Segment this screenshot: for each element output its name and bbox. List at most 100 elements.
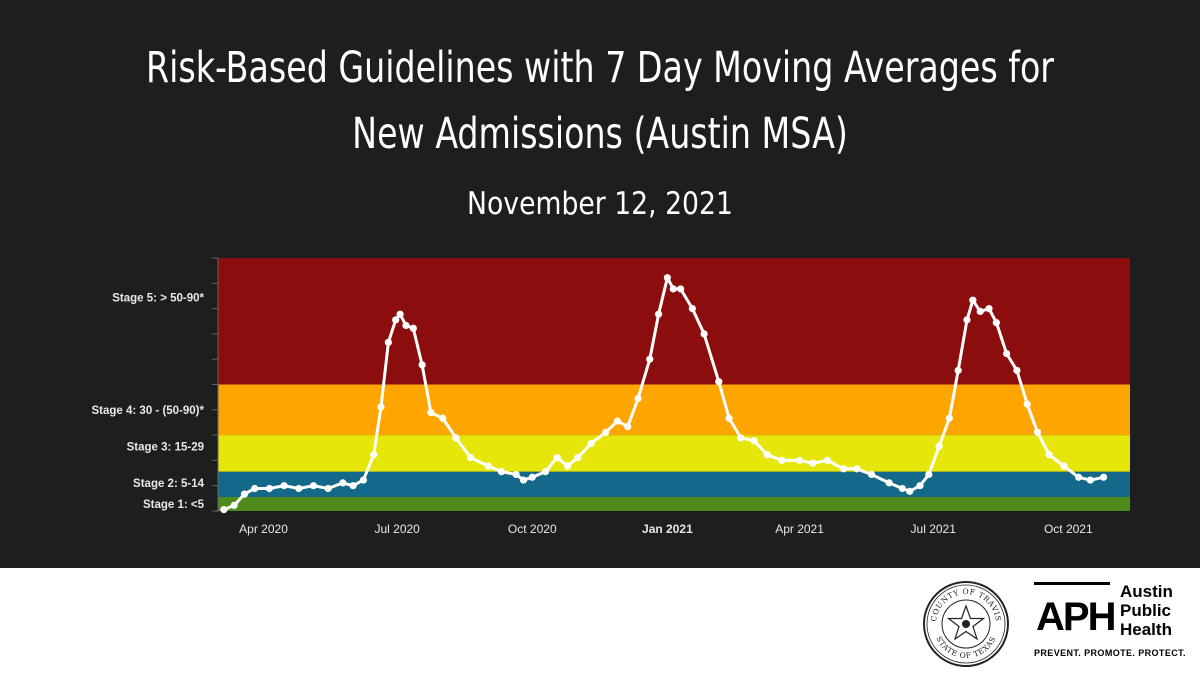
aph-letters: APH	[1036, 595, 1116, 639]
data-point	[295, 484, 303, 493]
data-point	[778, 456, 786, 464]
data-point	[1060, 462, 1068, 470]
data-point	[396, 310, 404, 318]
data-point	[737, 434, 745, 442]
stage-label-1: Stage 1: <5	[143, 499, 205, 511]
x-tick-label: Jul 2020	[374, 522, 420, 536]
data-point	[439, 414, 447, 422]
data-point	[795, 456, 804, 464]
data-point	[945, 414, 953, 422]
data-point	[669, 285, 677, 293]
aph-tagline: PREVENT. PROMOTE. PROTECT.	[1034, 648, 1186, 658]
data-point	[935, 442, 943, 450]
data-point	[251, 484, 259, 493]
logo-footer: COUNTY OF TRAVIS STATE OF TEXAS APH Aust…	[0, 568, 1200, 675]
page-title-line1: Risk-Based Guidelines with 7 Day Moving …	[146, 43, 1054, 93]
data-point	[427, 409, 435, 417]
data-point	[265, 484, 274, 493]
data-point	[563, 462, 572, 470]
data-point	[1045, 451, 1053, 459]
stage-label-3: Stage 3: 15-29	[127, 441, 204, 453]
data-point	[324, 484, 332, 493]
data-point	[763, 451, 771, 459]
data-point	[963, 316, 971, 324]
data-point	[809, 459, 817, 467]
data-point	[700, 330, 708, 338]
data-point	[677, 285, 685, 293]
data-point	[359, 476, 367, 484]
x-tick-label: Apr 2020	[239, 522, 288, 536]
data-point	[452, 434, 460, 442]
data-point	[823, 456, 832, 464]
data-point	[339, 479, 347, 487]
data-point	[906, 487, 914, 495]
data-point	[402, 321, 410, 330]
data-point	[541, 468, 550, 476]
data-point	[885, 479, 893, 487]
stage-label-5: Stage 5: > 50-90*	[112, 292, 204, 304]
data-point	[349, 482, 357, 490]
aph-word-austin: Austin	[1120, 582, 1173, 601]
aph-word-public: Public	[1120, 601, 1172, 620]
x-tick-label: Apr 2021	[775, 522, 824, 536]
data-point	[466, 453, 475, 462]
data-point	[750, 437, 758, 445]
data-point	[392, 316, 400, 324]
x-tick-label: Jan 2021	[642, 522, 693, 536]
data-point	[1033, 428, 1042, 436]
stage-band-1	[218, 496, 1130, 511]
data-point	[553, 453, 561, 462]
data-point	[230, 501, 238, 509]
report-date: November 12, 2021	[467, 186, 733, 222]
aph-logo-mark: APH	[1034, 582, 1116, 645]
data-point	[574, 453, 582, 462]
data-point	[634, 394, 642, 403]
data-point	[418, 361, 426, 369]
data-point	[654, 310, 663, 318]
data-point	[309, 482, 318, 490]
aph-word-health: Health	[1120, 620, 1172, 639]
data-point	[624, 423, 632, 431]
data-point	[519, 476, 528, 484]
data-point	[1099, 473, 1108, 481]
aph-logo: APH Austin Public Health PREVENT. PROMOT…	[1034, 582, 1186, 666]
stage-label-4: Stage 4: 30 - (50-90)*	[92, 405, 205, 417]
data-point	[976, 307, 984, 316]
data-point	[1003, 349, 1011, 358]
page-title-line2: New Admissions (Austin MSA)	[352, 109, 848, 159]
data-point	[898, 484, 906, 493]
data-point	[688, 305, 696, 313]
data-point	[409, 324, 417, 332]
x-tick-label: Oct 2020	[508, 522, 557, 536]
admissions-chart: Stage 1: <5 Stage 2: 5-14 Stage 3: 15-29 St…	[92, 257, 1130, 536]
data-point	[613, 417, 622, 425]
data-point	[220, 505, 228, 514]
data-point	[240, 490, 249, 498]
data-point	[725, 414, 733, 422]
data-point	[587, 439, 595, 448]
data-point	[1023, 400, 1031, 408]
data-point	[1086, 476, 1094, 484]
data-point	[663, 274, 671, 282]
data-point	[377, 403, 385, 411]
stage-band-2	[218, 471, 1130, 497]
stage-label-2: Stage 2: 5-14	[133, 478, 205, 490]
data-point	[646, 355, 654, 363]
data-point	[1074, 473, 1083, 481]
data-point	[1013, 366, 1021, 375]
county-seal-icon: COUNTY OF TRAVIS STATE OF TEXAS	[923, 581, 1009, 667]
data-point	[954, 366, 962, 375]
data-point	[370, 451, 378, 459]
data-point	[969, 296, 977, 304]
data-point	[840, 465, 848, 473]
data-point	[992, 319, 1000, 327]
data-point	[867, 470, 876, 479]
stage-band-4	[218, 384, 1130, 436]
aph-wordmark: Austin Public Health	[1120, 582, 1173, 639]
x-tick-label: Jul 2021	[911, 522, 957, 536]
data-point	[528, 473, 536, 481]
data-point	[925, 470, 933, 479]
data-point	[853, 465, 861, 473]
data-point	[916, 482, 924, 490]
stage-band-3	[218, 435, 1130, 472]
